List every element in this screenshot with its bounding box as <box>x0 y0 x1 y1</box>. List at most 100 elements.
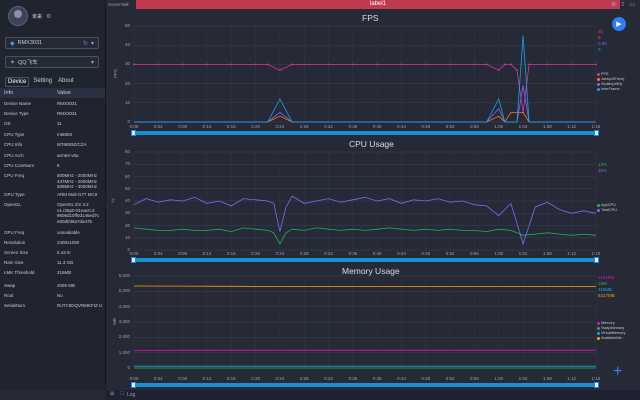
range-start-handle[interactable] <box>131 257 136 263</box>
legend-swatch <box>597 208 600 212</box>
settings-icon[interactable]: ⚙ <box>610 2 617 8</box>
legend-item[interactable]: TotalCPU <box>597 208 617 212</box>
current-value: 5317MB <box>598 293 615 298</box>
range-start-handle[interactable] <box>131 382 136 388</box>
y-tick-label: 50 <box>124 185 130 191</box>
x-tick-label: 0:04 <box>153 376 163 381</box>
fps-point <box>503 63 506 66</box>
legend-item[interactable]: SwapMemory <box>597 326 624 330</box>
fps-point <box>528 63 531 66</box>
time-range-scrollbar[interactable] <box>134 258 596 262</box>
top-bar: SceneTalk label1 ⚙ ⇪ ▭ <box>106 0 640 10</box>
info-key: GPU Freq <box>4 230 25 235</box>
user-name: 未来 <box>32 13 43 20</box>
info-value: unavailable <box>57 230 80 235</box>
x-tick-label: 0:32 <box>324 251 333 256</box>
avatar[interactable] <box>8 6 28 26</box>
log-checkbox[interactable]: ☐ <box>120 391 125 397</box>
fps-point <box>376 63 379 66</box>
info-value: arm64-v8a <box>57 153 79 158</box>
info-value: 11 <box>57 121 62 126</box>
x-tick-label: 0:00 <box>129 376 139 381</box>
x-tick-label: 0:12 <box>202 124 212 129</box>
x-tick-label: 0:40 <box>372 376 382 381</box>
legend-item[interactable]: Jank(≥3Frms) <box>597 77 624 81</box>
add-button[interactable]: + <box>613 363 623 380</box>
play-button[interactable]: ▶ <box>612 17 626 31</box>
fps-point <box>424 63 427 66</box>
fps-point <box>509 63 512 66</box>
x-tick-label: 0:44 <box>397 251 406 256</box>
fps-point <box>351 63 354 66</box>
y-tick-label: 10 <box>124 234 130 240</box>
settings-gear-icon[interactable]: ⚙ <box>46 13 52 20</box>
y-tick-label: 5,000 <box>118 288 130 294</box>
info-key: Device Name <box>4 101 32 106</box>
app-select[interactable]: ✦ QQ飞车 ▾ <box>5 56 99 68</box>
legend-swatch <box>597 72 600 76</box>
session-label[interactable]: label1 <box>136 0 620 9</box>
range-end-handle[interactable] <box>594 257 599 263</box>
info-key: Root <box>4 293 14 298</box>
current-value: 13% <box>598 162 608 167</box>
x-tick-label: 0:48 <box>421 376 431 381</box>
x-tick-label: 1:04 <box>518 251 528 256</box>
x-tick-label: 1:16 <box>591 376 601 381</box>
legend-swatch <box>597 321 600 325</box>
legend-item[interactable]: AppCPU <box>597 203 616 207</box>
fps-point <box>181 63 184 66</box>
share-icon[interactable]: ⇪ <box>620 2 626 8</box>
tab-about[interactable]: About <box>58 78 74 84</box>
legend-item[interactable]: InterFrame <box>597 87 620 91</box>
info-key: CPU CoreNum <box>4 163 35 168</box>
x-tick-label: 0:40 <box>372 251 382 256</box>
x-tick-label: 1:16 <box>591 124 601 129</box>
legend-label: Stutter(≥NN) <box>601 82 623 86</box>
user-row[interactable]: 未来 ⚙ <box>8 6 51 26</box>
legend-label: VirtualMemory <box>601 331 626 335</box>
x-tick-label: 0:00 <box>129 124 139 129</box>
fps-point <box>595 63 597 66</box>
y-tick-label: 0 <box>127 365 130 370</box>
y-tick-label: 20 <box>124 80 130 86</box>
fps-point <box>206 63 208 66</box>
legend-item[interactable]: FPS <box>597 72 608 76</box>
tab-device[interactable]: Device <box>5 77 30 87</box>
y-tick-label: 1,000 <box>118 349 130 355</box>
x-tick-label: 0:32 <box>324 376 333 381</box>
folder-icon[interactable]: ▭ <box>629 2 635 8</box>
info-key: CPU Type <box>4 132 25 137</box>
range-end-handle[interactable] <box>594 130 599 136</box>
time-range-scrollbar[interactable] <box>134 131 596 135</box>
fps-point <box>230 63 233 66</box>
legend-item[interactable]: AvailableMe... <box>597 336 625 340</box>
x-tick-label: 1:00 <box>494 376 504 381</box>
y-axis-label: MB <box>111 318 117 325</box>
current-value: 0 <box>598 47 601 52</box>
refresh-icon[interactable]: ↻ <box>82 40 88 47</box>
column-info: Info <box>4 90 14 96</box>
range-start-handle[interactable] <box>131 130 136 136</box>
time-range-scrollbar[interactable] <box>134 383 596 387</box>
current-value: 116MB <box>598 287 612 292</box>
x-tick-label: 1:08 <box>542 376 552 381</box>
x-tick-label: 0:52 <box>445 251 455 256</box>
legend-item[interactable]: VirtualMemory <box>597 331 625 335</box>
chevron-down-icon: ▾ <box>90 40 94 47</box>
info-value: RMX3031 <box>57 111 78 116</box>
range-end-handle[interactable] <box>594 382 599 388</box>
info-key: Device Type <box>4 111 29 116</box>
x-tick-label: 0:32 <box>324 124 333 129</box>
x-tick-label: 0:56 <box>470 376 479 381</box>
legend-label: AvailableMe... <box>601 336 625 340</box>
tab-setting[interactable]: Setting <box>33 78 53 84</box>
info-value: ARM Mali-G77 MC9 <box>57 192 98 197</box>
y-tick-label: 60 <box>124 173 130 179</box>
legend-item[interactable]: Memory <box>597 321 615 325</box>
legend-swatch <box>597 336 600 340</box>
expand-icon[interactable]: ⊞ <box>110 391 115 397</box>
x-tick-label: 0:08 <box>178 124 187 129</box>
device-select[interactable]: ◆ RMX3031 ↻ ▾ <box>5 37 99 49</box>
x-tick-label: 1:04 <box>518 124 528 129</box>
legend-item[interactable]: Stutter(≥NN) <box>597 82 622 86</box>
